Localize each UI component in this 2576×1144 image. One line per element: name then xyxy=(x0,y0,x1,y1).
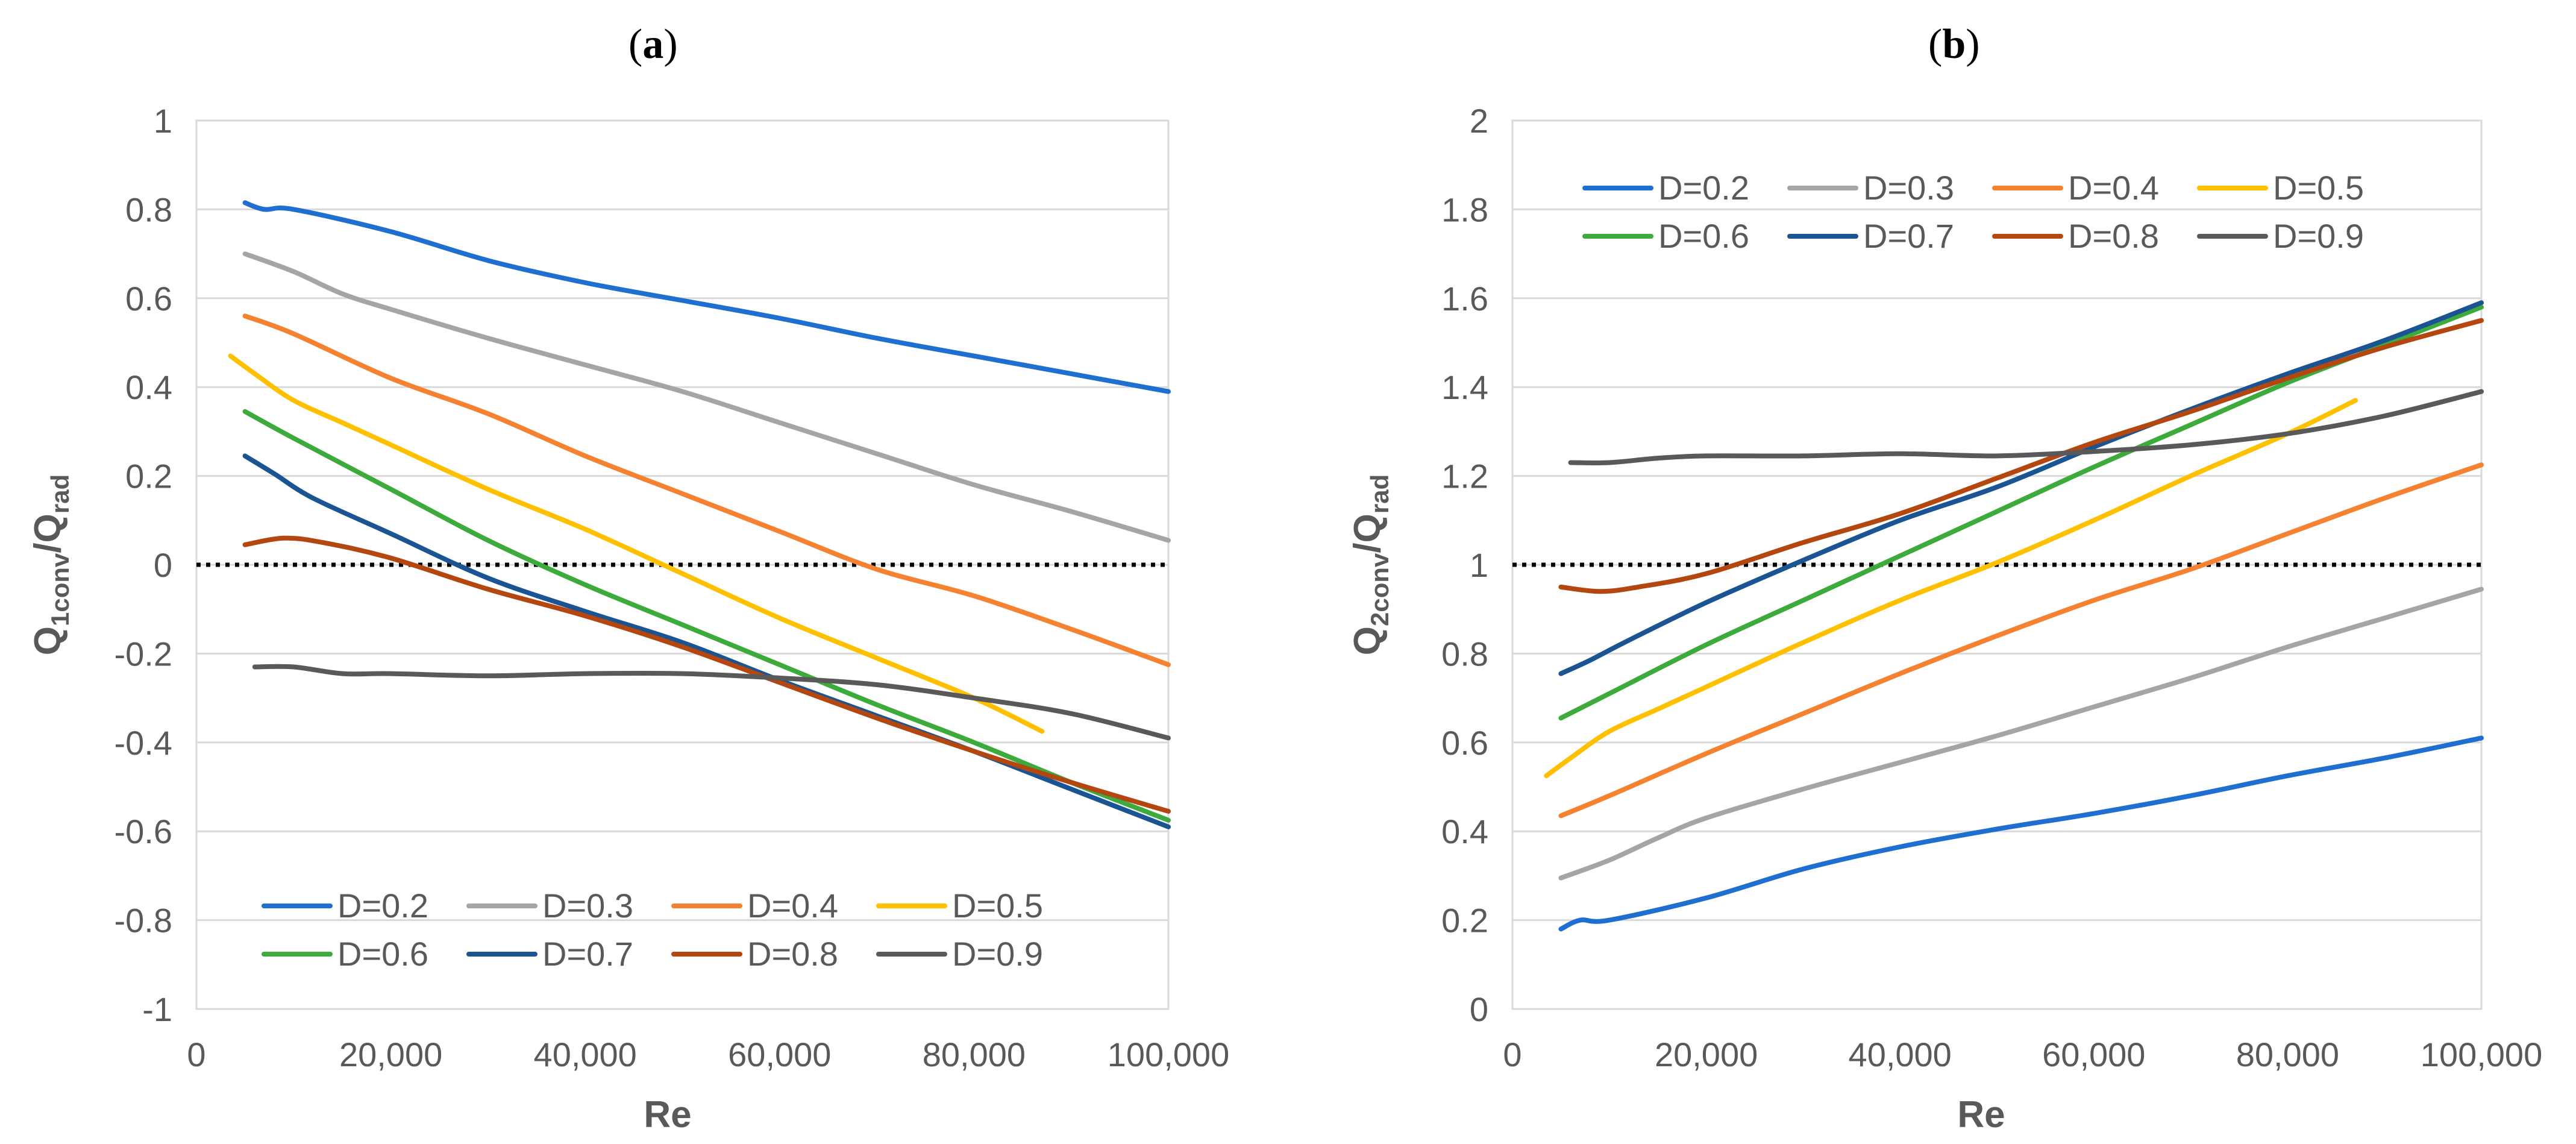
panel-b-y-title-sub1: 2conv xyxy=(1365,553,1394,626)
panel-a-y-tick-label: 0.2 xyxy=(125,457,172,495)
panel-a-legend-label-d-0-2: D=0.2 xyxy=(337,887,428,925)
panel-a-y-tick-label: -0.4 xyxy=(114,724,173,762)
panel-a-open-paren: ( xyxy=(628,21,642,68)
panel-b-y-title-sep: /Q xyxy=(1347,514,1388,553)
panel-b-series-lines xyxy=(1544,300,2484,932)
panel-b-legend-label-d-0-4: D=0.4 xyxy=(2068,169,2159,207)
panel-a-y-tick-label: 0.6 xyxy=(125,280,172,318)
panel-b-series-line-d-0-7 xyxy=(1558,300,2484,676)
panel-b-legend-label-d-0-7: D=0.7 xyxy=(1863,217,1954,255)
panel-b-legend-label-d-0-8: D=0.8 xyxy=(2068,217,2159,255)
panel-b-close-paren: ) xyxy=(1966,21,1979,68)
panel-a-x-tick-label: 0 xyxy=(187,1036,205,1073)
panel-a-series-line-d-0-8 xyxy=(242,535,1171,814)
panel-b-series-line-d-0-8 xyxy=(1558,318,2484,594)
panel-b-y-tick-label: 0 xyxy=(1470,990,1488,1028)
panel-a-y-tick-label: 0 xyxy=(154,546,172,584)
panel-b-y-tick-label: 0.6 xyxy=(1441,724,1488,762)
panel-a-x-tick-label: 100,000 xyxy=(1108,1036,1229,1073)
panel-b-series-line-d-0-2 xyxy=(1558,735,2484,932)
panel-b-y-tick-label: 1.2 xyxy=(1441,457,1488,495)
panel-b-y-tick-label: 1.8 xyxy=(1441,190,1488,228)
panel-a-legend-label-d-0-8: D=0.8 xyxy=(747,935,838,973)
panel-a-x-tick-label: 20,000 xyxy=(339,1036,442,1073)
panel-a-series-line-d-0-2 xyxy=(242,200,1171,394)
panel-a-letter: a xyxy=(642,21,663,68)
panel-a-y-tick-labels: -1 -0.8 -0.6 -0.4 -0.2 0 0.2 0.4 0.6 0.8 1 xyxy=(114,102,173,1028)
panel-b-letter: b xyxy=(1942,21,1966,68)
panel-b-x-tick-label: 100,000 xyxy=(2421,1036,2542,1073)
panel-a-legend-label-d-0-9: D=0.9 xyxy=(952,935,1043,973)
panel-a-y-tick-label: -0.6 xyxy=(114,812,173,850)
panel-a-series-lines xyxy=(228,200,1171,829)
panel-b-legend-label-d-0-2: D=0.2 xyxy=(1658,169,1749,207)
panel-a-x-axis-title: Re xyxy=(644,1094,691,1136)
panel-a-y-title-sep: /Q xyxy=(27,514,69,553)
panel-a-legend-label-d-0-5: D=0.5 xyxy=(952,887,1043,925)
panel-b-legend-label-d-0-3: D=0.3 xyxy=(1863,169,1954,207)
panel-b-open-paren: ( xyxy=(1928,21,1942,68)
panel-b-legend-label-d-0-6: D=0.6 xyxy=(1658,217,1749,255)
panel-b-legend-label-d-0-9: D=0.9 xyxy=(2273,217,2364,255)
panel-b-x-tick-label: 80,000 xyxy=(2236,1036,2339,1073)
panel-b-x-tick-label: 20,000 xyxy=(1655,1036,1758,1073)
panel-a-series-line-d-0-4 xyxy=(242,313,1171,667)
panel-b-series-line-d-0-5 xyxy=(1544,398,2358,779)
panel-b-legend: D=0.2 D=0.3 D=0.4 D=0.5 D=0.6 D=0.7 D=0.8 D=0.9 xyxy=(1582,169,2364,255)
panel-a-x-tick-label: 80,000 xyxy=(923,1036,1026,1073)
panel-b-y-tick-label: 0.8 xyxy=(1441,635,1488,673)
panel-b-y-title-q: Q xyxy=(1347,626,1388,655)
panel-b-legend-label-d-0-5: D=0.5 xyxy=(2273,169,2364,207)
panel-a-legend-label-d-0-7: D=0.7 xyxy=(542,935,633,973)
panel-a-series-line-d-0-6 xyxy=(242,409,1171,823)
panel-a-y-tick-label: -0.8 xyxy=(114,902,173,940)
panel-a-close-paren: ) xyxy=(663,21,677,68)
panel-b-y-tick-label: 1 xyxy=(1470,546,1488,584)
panel-b-y-tick-label: 1.4 xyxy=(1441,368,1488,406)
panel-b-y-tick-labels: 0 0.2 0.4 0.6 0.8 1 1.2 1.4 1.6 1.8 2 xyxy=(1441,102,1488,1028)
panel-b-label: (b) xyxy=(1928,21,1980,68)
panel-b-gridlines xyxy=(1512,119,2481,1010)
panel-a-y-axis-title: Q1conv/Qrad xyxy=(27,474,74,655)
panel-b-x-tick-label: 0 xyxy=(1503,1036,1521,1073)
panel-b-y-tick-label: 1.6 xyxy=(1441,280,1488,318)
panel-b-x-tick-label: 40,000 xyxy=(1849,1036,1952,1073)
panel-b-y-tick-label: 0.4 xyxy=(1441,812,1488,850)
panel-a-y-tick-label: 0.8 xyxy=(125,190,172,228)
chart-panel-a: (a) -1 -0.8 -0.6 -0.4 -0.2 0 0.2 0.4 0.6 0.8 1 0 20… xyxy=(27,21,1229,1136)
panel-a-label: (a) xyxy=(628,21,678,68)
panel-a-legend-label-d-0-6: D=0.6 xyxy=(337,935,428,973)
panel-a-y-tick-label: 1 xyxy=(154,102,172,140)
panel-b-series-line-d-0-3 xyxy=(1558,586,2484,881)
panel-b-x-tick-label: 60,000 xyxy=(2042,1036,2145,1073)
panel-a-series-line-d-0-5 xyxy=(228,353,1045,734)
panel-a-legend: D=0.2 D=0.3 D=0.4 D=0.5 D=0.6 D=0.7 D=0.8 D=0.9 xyxy=(262,887,1043,973)
panel-b-series-line-d-0-4 xyxy=(1558,462,2484,819)
panel-a-y-title-sub2: rad xyxy=(46,474,74,514)
panel-a-y-tick-label: -0.2 xyxy=(114,635,173,673)
panel-a-y-title-sub1: 1conv xyxy=(46,553,74,626)
panel-a-x-tick-label: 60,000 xyxy=(728,1036,831,1073)
panel-a-series-line-d-0-9 xyxy=(252,664,1171,741)
chart-panel-b: (b) 0 0.2 0.4 0.6 0.8 1 1.2 1.4 1.6 1.8 2 0 20,000 4… xyxy=(1347,21,2542,1136)
panel-a-y-title-q: Q xyxy=(27,626,69,655)
panel-a-series-line-d-0-3 xyxy=(242,251,1171,543)
panel-a-x-tick-label: 40,000 xyxy=(534,1036,637,1073)
panel-a-legend-label-d-0-4: D=0.4 xyxy=(747,887,838,925)
panel-a-y-tick-label: -1 xyxy=(142,990,172,1028)
panel-a-y-tick-label: 0.4 xyxy=(125,368,172,406)
panel-b-y-tick-label: 2 xyxy=(1470,102,1488,140)
panel-a-x-tick-labels: 0 20,000 40,000 60,000 80,000 100,000 xyxy=(187,1036,1229,1073)
panel-b-y-axis-title: Q2conv/Qrad xyxy=(1347,474,1394,655)
panel-a-legend-label-d-0-3: D=0.3 xyxy=(542,887,633,925)
panel-b-series-line-d-0-9 xyxy=(1568,389,2484,466)
panel-b-y-tick-label: 0.2 xyxy=(1441,902,1488,940)
panel-b-x-axis-title: Re xyxy=(1957,1094,2005,1136)
panel-b-y-title-sub2: rad xyxy=(1365,474,1394,514)
panel-b-x-tick-labels: 0 20,000 40,000 60,000 80,000 100,000 xyxy=(1503,1036,2542,1073)
